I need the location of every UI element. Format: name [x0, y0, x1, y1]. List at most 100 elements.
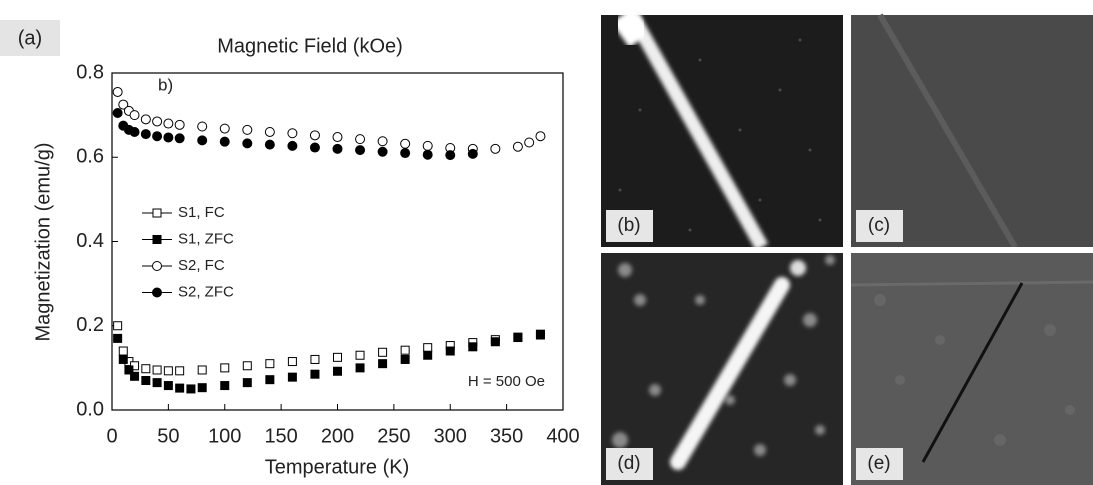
- data-point: [287, 357, 297, 367]
- data-point: [112, 86, 123, 97]
- data-point: [355, 134, 366, 145]
- data-point: [175, 366, 185, 376]
- data-point: [400, 138, 411, 149]
- panel-label-box: [0, 20, 60, 56]
- data-point: [264, 139, 275, 150]
- x-tick-label: 250: [377, 425, 410, 447]
- data-point: [535, 330, 545, 340]
- plot: 0 50 100 150 200 250 300 350 400 0.0 0.2 0.4 0.6 0.8 S…: [76, 61, 580, 447]
- data-point: [219, 136, 230, 147]
- data-point: [400, 148, 411, 159]
- data-point: [113, 321, 123, 331]
- data-point: [423, 343, 433, 353]
- data-point: [378, 359, 388, 369]
- data-point: [422, 149, 433, 160]
- data-point: [400, 354, 410, 364]
- panel-labels: (b) (c) (d) (e): [606, 210, 903, 480]
- data-point: [242, 138, 253, 149]
- data-point: [310, 369, 320, 379]
- data-point: [118, 346, 128, 356]
- data-point: [355, 350, 365, 360]
- legend-label: S1, ZFC: [178, 230, 234, 247]
- panel-label-box: [606, 448, 653, 480]
- panel-label-box: [856, 448, 903, 480]
- data-point: [355, 145, 366, 156]
- data-point: [535, 131, 546, 142]
- micrograph-c: [851, 13, 1093, 249]
- y-tick-label: 0.2: [76, 314, 104, 336]
- data-point: [220, 363, 230, 373]
- legend-marker: [152, 208, 162, 218]
- x-tick-label: 150: [264, 425, 297, 447]
- data-point: [309, 142, 320, 153]
- data-point: [355, 363, 365, 373]
- data-point: [264, 126, 275, 137]
- y-tick-label: 0.4: [76, 230, 104, 252]
- data-point: [197, 365, 207, 375]
- data-point: [242, 361, 252, 371]
- legend-marker: [152, 287, 162, 298]
- data-point: [124, 365, 134, 375]
- data-point: [186, 384, 196, 394]
- data-point: [140, 129, 151, 140]
- data-point: [287, 372, 297, 382]
- data-point: [287, 140, 298, 151]
- data-point: [140, 114, 151, 125]
- note: H = 500 Oe: [468, 373, 545, 390]
- micrograph-e: [850, 253, 1093, 485]
- y-tick-label: 0.6: [76, 146, 104, 168]
- data-point: [333, 366, 342, 376]
- panel-label: (c): [868, 215, 890, 236]
- data-point: [118, 99, 129, 110]
- data-point: [490, 143, 501, 154]
- x-tick-label: 350: [490, 425, 523, 447]
- panel-label: (e): [867, 453, 890, 474]
- data-point: [242, 124, 253, 135]
- legend-label: S2, FC: [178, 257, 225, 274]
- data-point: [512, 141, 523, 152]
- legend-label: S2, ZFC: [178, 283, 234, 300]
- x-tick-label: 100: [208, 425, 241, 447]
- x-tick-label: 400: [546, 425, 579, 447]
- legend-marker: [152, 261, 162, 271]
- data-point: [141, 364, 151, 374]
- data-point: [445, 346, 455, 356]
- data-point: [378, 347, 388, 357]
- data-point: [163, 381, 173, 391]
- panel-label: (b): [617, 215, 640, 236]
- y-tick-label: 0.8: [76, 61, 104, 83]
- data-point: [197, 121, 208, 132]
- data-point: [152, 378, 162, 388]
- panel-label-box: [856, 210, 903, 242]
- data-point: [130, 371, 140, 381]
- legend-label: S1, FC: [178, 204, 225, 221]
- data-point: [445, 150, 456, 161]
- data-point: [220, 381, 230, 391]
- data-point: [174, 119, 185, 130]
- data-point: [163, 132, 174, 143]
- data-point: [513, 333, 523, 343]
- micrograph-d: [601, 253, 843, 485]
- data-point: [310, 354, 320, 364]
- x-axis-label: Temperature (K): [265, 456, 410, 478]
- data-point: [490, 337, 500, 347]
- data-point: [332, 132, 343, 143]
- data-point: [219, 123, 230, 134]
- x-tick-label: 200: [321, 425, 354, 447]
- data-point: [129, 126, 140, 137]
- data-point: [163, 366, 173, 376]
- data-point: [467, 148, 478, 159]
- data-point: [197, 383, 207, 393]
- data-point: [113, 333, 123, 343]
- data-point: [309, 130, 320, 141]
- data-point: [163, 118, 174, 129]
- data-point: [174, 133, 185, 144]
- data-point: [152, 365, 162, 375]
- data-point: [422, 140, 433, 151]
- panel-label-box: [606, 210, 653, 242]
- micrograph-b: [601, 7, 843, 251]
- data-point: [265, 375, 275, 385]
- y-axis-label: Magnetization (emu/g): [32, 143, 54, 342]
- data-point: [400, 345, 410, 355]
- data-point: [377, 146, 388, 157]
